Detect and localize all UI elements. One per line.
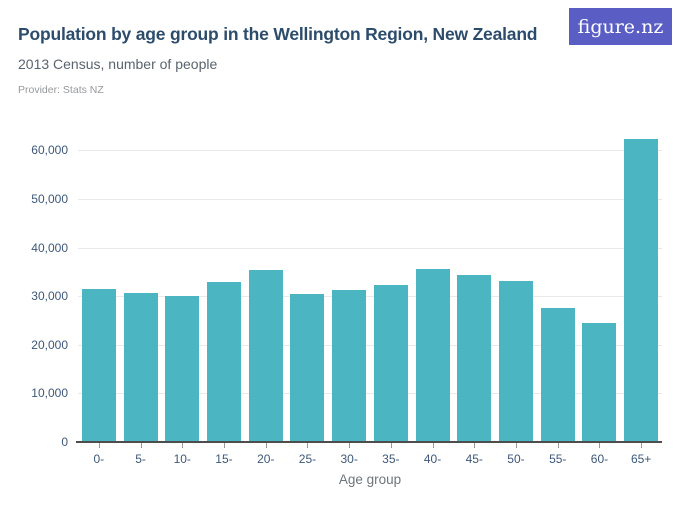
x-tick	[140, 443, 142, 448]
y-tick-label: 10,000	[31, 386, 68, 401]
y-tick-label: 20,000	[31, 337, 68, 352]
provider-label: Provider: Stats NZ	[18, 84, 104, 96]
bar-0-	[81, 289, 116, 442]
figure-nz-logo-text: figure.nz	[577, 15, 664, 38]
y-tick-label: 50,000	[31, 192, 68, 206]
gridline-20000	[78, 344, 662, 346]
gridline-50000	[78, 199, 662, 200]
y-tick-label: 40,000	[31, 240, 68, 255]
x-tick	[432, 443, 434, 448]
gridline-60000	[78, 150, 662, 152]
x-tick	[224, 443, 225, 448]
x-tick-label: 25-	[298, 452, 317, 466]
x-tick-label: 20-	[257, 452, 275, 466]
bar-5-	[123, 292, 158, 442]
x-tick	[641, 443, 643, 448]
bar-10-	[165, 295, 200, 442]
x-tick	[307, 443, 309, 448]
bar-15-	[207, 281, 241, 442]
bar-50-	[499, 281, 533, 442]
bar-55-	[540, 307, 575, 442]
x-tick-label: 65+	[630, 452, 652, 466]
figure-nz-logo[interactable]: figure.nz	[569, 8, 672, 45]
x-tick-label: 0-	[93, 452, 105, 466]
bar-45-	[457, 274, 492, 442]
gridline-30000	[78, 296, 662, 298]
bar-25-	[290, 293, 325, 442]
x-tick	[390, 443, 392, 448]
bar-30-	[332, 290, 367, 442]
x-tick-label: 50-	[507, 452, 525, 466]
x-tick	[557, 443, 559, 448]
x-tick-label: 10-	[173, 452, 191, 466]
chart-title: Population by age group in the Wellingto…	[18, 24, 538, 44]
x-tick-label: 15-	[215, 452, 233, 466]
x-tick-label: 35-	[382, 452, 400, 466]
y-tick-label: 30,000	[31, 289, 68, 304]
x-axis-line	[76, 441, 662, 443]
x-tick-label: 30-	[340, 452, 358, 466]
bar-35-	[373, 285, 408, 442]
bar-40-	[415, 269, 450, 442]
x-tick	[98, 443, 100, 448]
x-tick	[349, 443, 351, 448]
x-axis-title: Age group	[338, 472, 402, 487]
x-tick-label: 40-	[423, 452, 442, 466]
y-tick-label: 60,000	[31, 143, 68, 158]
x-tick-label: 45-	[465, 452, 483, 466]
x-tick-label: 60-	[590, 452, 609, 466]
bar-60-	[582, 322, 617, 442]
gridline-40000	[78, 247, 662, 249]
x-tick-label: 5-	[135, 452, 146, 466]
x-tick-label: 55-	[549, 452, 567, 466]
x-tick	[516, 443, 517, 448]
y-tick-label: 0	[61, 435, 68, 449]
chart-subtitle: 2013 Census, number of people	[18, 56, 218, 72]
gridline-10000	[78, 393, 662, 395]
bar-20-	[248, 269, 283, 442]
x-tick	[599, 443, 601, 448]
bar-65+	[624, 138, 659, 442]
x-tick	[265, 443, 267, 448]
x-tick	[182, 443, 184, 448]
x-tick	[474, 443, 476, 448]
